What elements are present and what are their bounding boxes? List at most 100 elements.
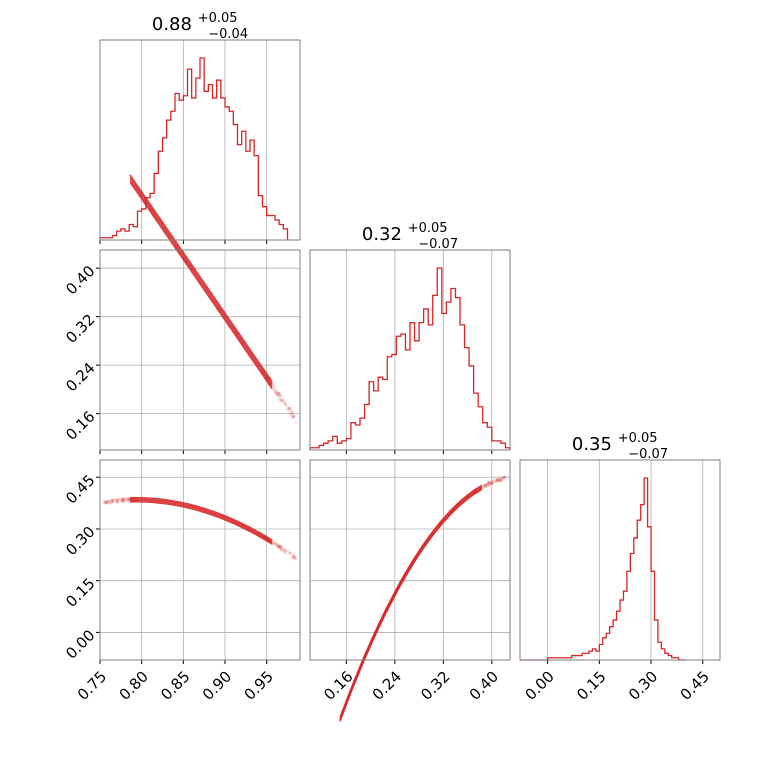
scatter-point <box>278 397 282 402</box>
scatter-point <box>290 555 295 559</box>
ytick-label-1-1: 0.24 <box>62 359 98 395</box>
scatter-point <box>277 391 281 395</box>
scatter-point <box>282 549 286 554</box>
histogram-param-1 <box>309 267 511 450</box>
scatter-point <box>486 481 490 485</box>
scatter-point <box>114 498 119 502</box>
scatter-point <box>110 499 115 503</box>
scatter-point <box>292 553 296 557</box>
contour-line-2 <box>129 176 273 385</box>
scatter-point <box>288 551 292 555</box>
scatter-point <box>116 498 120 502</box>
scatter-point <box>494 480 498 484</box>
scatter-point <box>289 412 294 416</box>
scatter-point <box>125 497 130 501</box>
scatter-point <box>280 398 284 402</box>
title-1-minus: −0.07 <box>418 237 458 252</box>
scatter-point <box>490 481 494 485</box>
scatter-point <box>495 478 499 482</box>
scatter-point <box>483 484 487 488</box>
scatter-point <box>483 485 487 489</box>
scatter-point <box>489 481 494 485</box>
xtick-label-1-2: 0.32 <box>417 668 453 704</box>
panel-border-2-0 <box>99 459 301 661</box>
scatter-point <box>122 499 126 503</box>
scatter-point <box>111 500 115 505</box>
scatter-point <box>111 498 116 503</box>
title-param-2: 0.35 +0.05 −0.07 <box>572 426 668 462</box>
panel-border-2-1 <box>309 459 511 661</box>
scatter-point <box>483 483 487 488</box>
panels <box>96 40 704 664</box>
scatter-point <box>104 501 108 505</box>
scatter-point <box>126 499 130 503</box>
scatter-point <box>288 412 292 416</box>
scatter-point <box>283 548 287 552</box>
scatter-point <box>283 401 287 406</box>
scatter-point <box>493 477 497 482</box>
panel-1-1 <box>345 250 493 454</box>
panel-border-1-1 <box>309 249 511 451</box>
scatter-point <box>284 551 289 555</box>
scatter-point <box>115 499 119 504</box>
scatter-point <box>276 391 280 395</box>
scatter-point <box>288 407 292 411</box>
scatter-point <box>114 499 119 504</box>
panel-2-0 <box>96 460 300 664</box>
scatter-point <box>107 499 111 503</box>
scatter-point <box>500 479 504 483</box>
contour-line-1 <box>339 487 483 721</box>
scatter-point <box>278 546 283 550</box>
scatter-point <box>278 545 283 549</box>
scatter-point <box>291 415 296 419</box>
ytick-label-1-3: 0.40 <box>62 262 98 298</box>
scatter-point <box>121 498 125 502</box>
scatter-point <box>104 500 109 504</box>
scatter-point <box>484 484 488 489</box>
scatter-point <box>277 545 281 549</box>
panel-2-1 <box>310 460 510 664</box>
scatter-point <box>275 542 279 546</box>
scatter-point <box>279 545 283 549</box>
scatter-point <box>277 545 281 549</box>
scatter-point <box>500 477 504 482</box>
contour-line-0 <box>129 181 273 390</box>
panel-2-2 <box>547 460 704 664</box>
contour-line-0 <box>129 501 273 545</box>
xtick-label-1-3: 0.40 <box>466 668 502 704</box>
title-2-minus: −0.07 <box>628 447 668 462</box>
scatter-point <box>102 499 107 503</box>
scatter-point <box>278 545 282 549</box>
title-0-minus: −0.04 <box>208 27 248 42</box>
scatter-point <box>107 501 111 505</box>
scatter-point <box>293 554 297 558</box>
scatter-point <box>286 404 290 408</box>
histogram-param-0 <box>99 57 289 240</box>
scatter-point <box>111 499 115 503</box>
scatter-point <box>279 548 283 552</box>
scatter-point <box>107 499 111 503</box>
xtick-label-2-0: 0.00 <box>521 668 557 704</box>
xtick-label-2-1: 0.15 <box>573 668 609 704</box>
panel-border-0-0 <box>99 39 301 241</box>
xtick-label-0-2: 0.85 <box>157 668 193 704</box>
scatter-point <box>127 497 131 501</box>
scatter-point <box>120 499 124 503</box>
scatter-point <box>495 479 500 483</box>
scatter-point <box>489 482 493 486</box>
scatter-point <box>121 497 125 502</box>
scatter-point <box>122 500 126 504</box>
scatter-point <box>112 497 116 501</box>
scatter-point <box>291 414 296 418</box>
scatter-point <box>487 480 492 484</box>
scatter-point <box>271 386 275 390</box>
scatter-point <box>120 497 124 501</box>
title-0-plus: +0.05 <box>198 11 238 26</box>
scatter-point <box>125 496 129 500</box>
scatter-point <box>105 500 109 504</box>
scatter-point <box>289 413 293 417</box>
scatter-point <box>110 499 114 503</box>
xtick-label-0-1: 0.80 <box>116 668 152 704</box>
scatter-point <box>277 545 281 549</box>
